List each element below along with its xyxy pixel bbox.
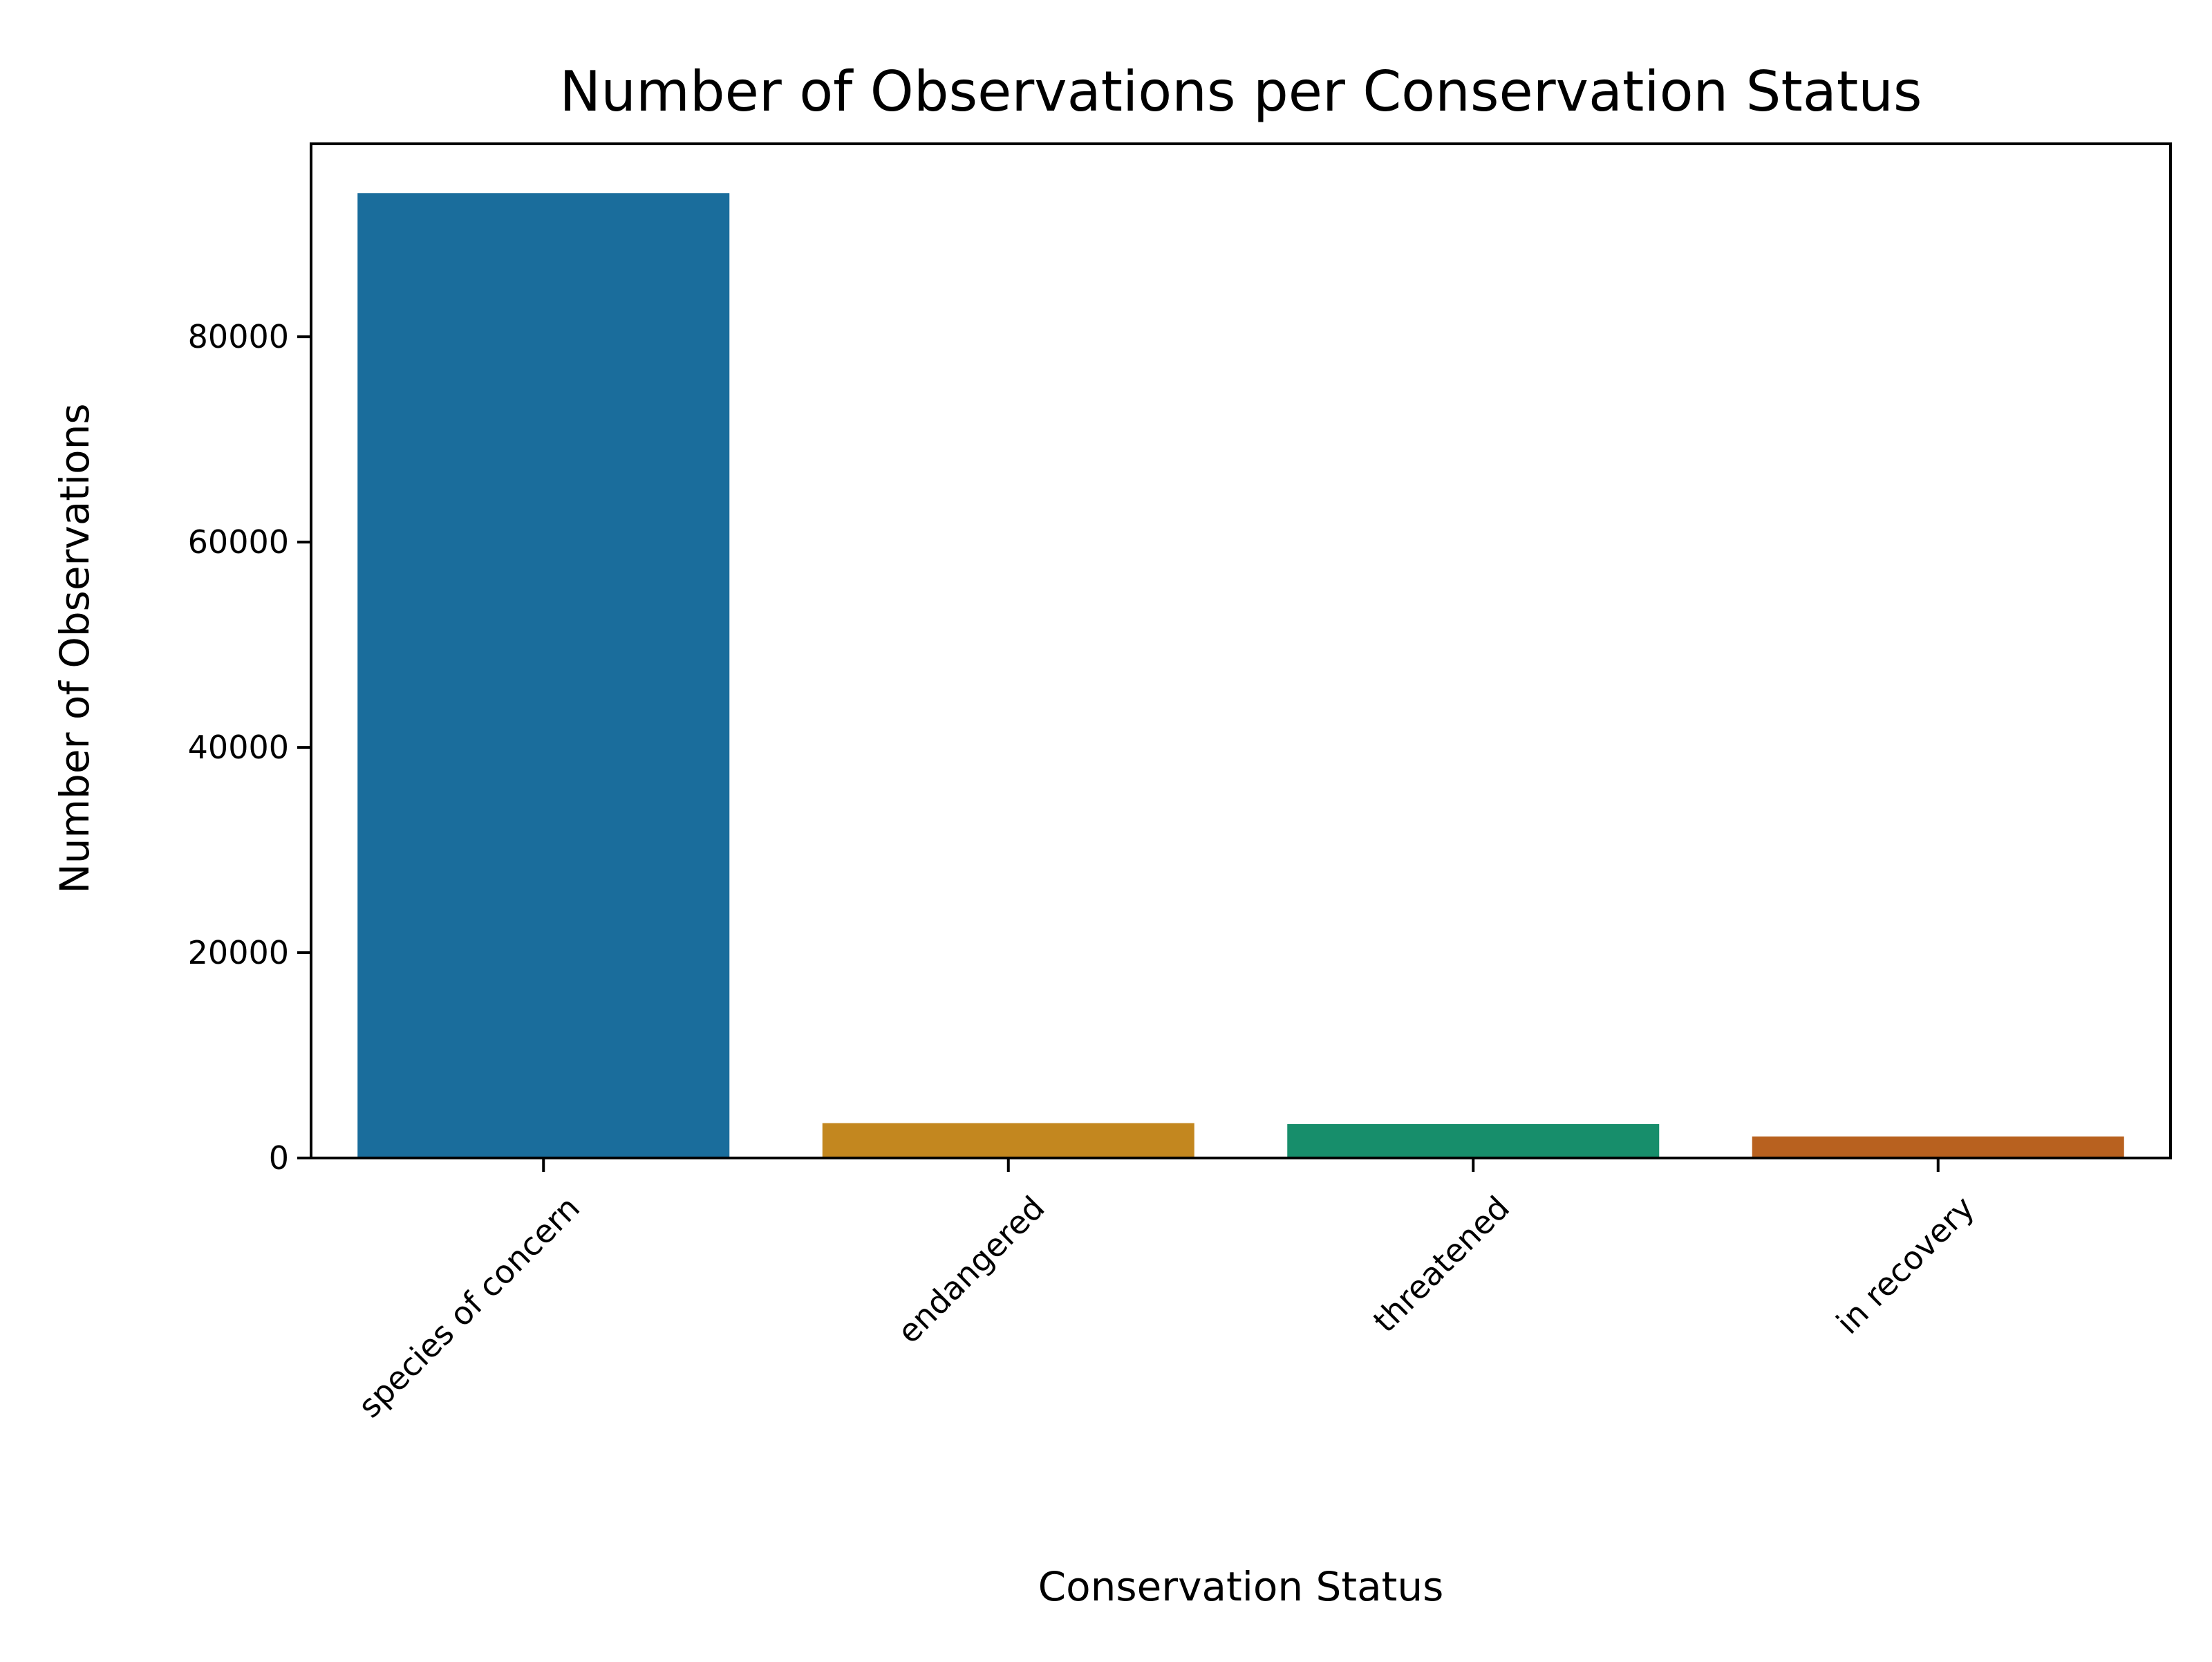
x-tick-label-3: in recovery <box>1829 1189 1982 1342</box>
bar-1 <box>822 1123 1194 1158</box>
y-axis-label: Number of Observations <box>51 403 98 893</box>
y-tick-label-2: 40000 <box>188 729 289 766</box>
x-tick-label-2: threatened <box>1366 1189 1517 1340</box>
y-axis: 0 20000 40000 60000 80000 <box>188 318 311 1177</box>
bar-2 <box>1287 1124 1660 1158</box>
bar-3 <box>1752 1136 2124 1158</box>
y-tick-label-1: 20000 <box>188 934 289 971</box>
x-tick-label-1: endangered <box>890 1189 1052 1351</box>
x-axis: species of concern endangered threatened in… <box>351 1158 1982 1425</box>
y-tick-label-3: 60000 <box>188 523 289 561</box>
x-axis-label: Conservation Status <box>1038 1563 1444 1610</box>
chart-title: Number of Observations per Conservation … <box>559 59 1922 124</box>
bars-layer <box>357 193 2124 1158</box>
plot-frame <box>310 142 2172 1159</box>
bar-0 <box>357 193 730 1158</box>
y-tick-label-0: 0 <box>269 1139 289 1177</box>
x-tick-label-0: species of concern <box>351 1189 587 1425</box>
y-tick-label-4: 80000 <box>188 318 289 355</box>
